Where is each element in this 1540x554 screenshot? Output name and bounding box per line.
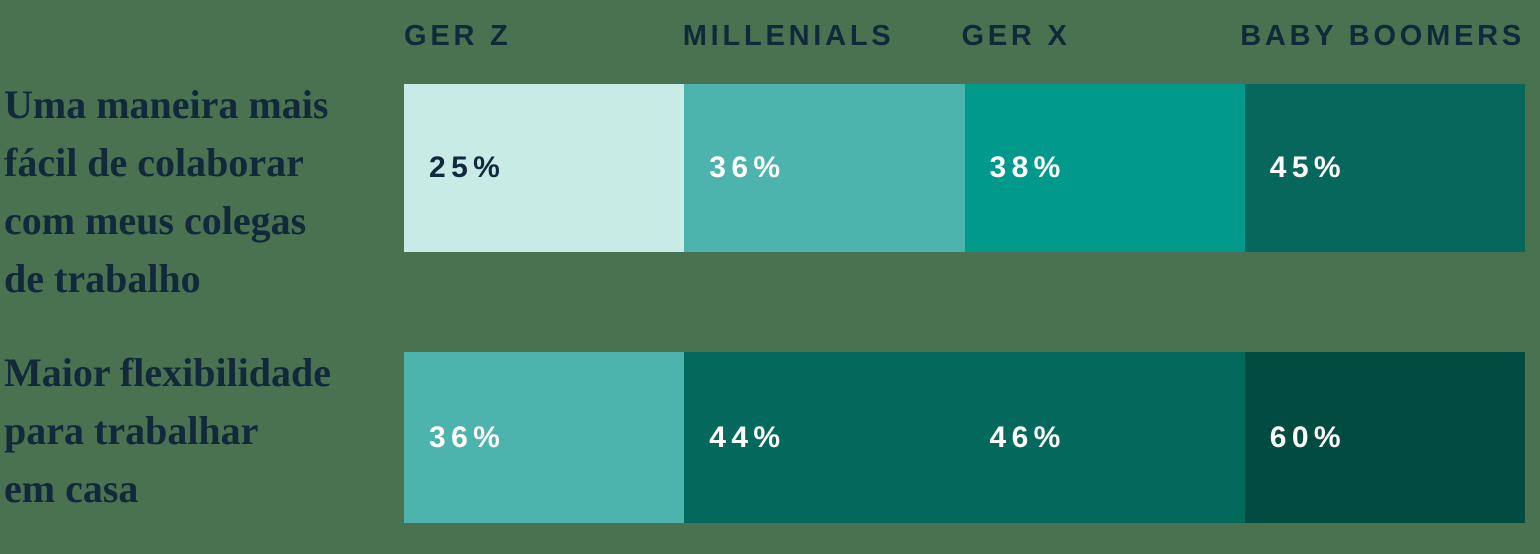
- value-label: 60%: [1269, 420, 1346, 454]
- bar-segment-baby-boomers: 60%: [1244, 352, 1525, 523]
- bar-row-flexibility: 36% 44% 46% 60%: [404, 352, 1525, 523]
- bar-segment-ger-x: 38%: [964, 84, 1245, 252]
- value-label: 44%: [709, 420, 786, 454]
- column-header-millenials: MILLENIALS: [682, 20, 895, 52]
- label-line: fácil de colaborar: [4, 140, 304, 185]
- value-label: 45%: [1269, 151, 1346, 184]
- label-line: em casa: [4, 466, 139, 511]
- label-line: para trabalhar: [4, 408, 259, 453]
- row-label-collaboration: Uma maneira mais fácil de colaborar com …: [4, 76, 396, 308]
- bar-segment-millenials: 36%: [684, 84, 965, 252]
- value-label: 38%: [989, 151, 1066, 184]
- label-line: Maior flexibilidade: [4, 350, 332, 395]
- bar-segment-baby-boomers: 45%: [1244, 84, 1525, 252]
- bar-segment-millenials: 44%: [684, 352, 965, 523]
- label-line: de trabalho: [4, 256, 201, 301]
- bar-segment-ger-z: 25%: [404, 84, 685, 252]
- value-label: 25%: [429, 151, 506, 184]
- bar-segment-ger-x: 46%: [964, 352, 1245, 523]
- value-label: 36%: [429, 420, 506, 454]
- column-header-ger-x: GER X: [961, 20, 1071, 52]
- bar-segment-ger-z: 36%: [404, 352, 685, 523]
- value-label: 46%: [989, 420, 1066, 454]
- label-line: com meus colegas: [4, 198, 307, 243]
- column-header-ger-z: GER Z: [404, 20, 512, 52]
- column-header-baby-boomers: BABY BOOMERS: [1240, 20, 1525, 52]
- label-line: Uma maneira mais: [4, 82, 329, 127]
- column-headers: GER Z MILLENIALS GER X BABY BOOMERS: [404, 20, 1525, 53]
- row-label-flexibility: Maior flexibilidade para trabalhar em ca…: [4, 344, 396, 518]
- value-label: 36%: [709, 151, 786, 184]
- bar-row-collaboration: 25% 36% 38% 45%: [404, 84, 1525, 252]
